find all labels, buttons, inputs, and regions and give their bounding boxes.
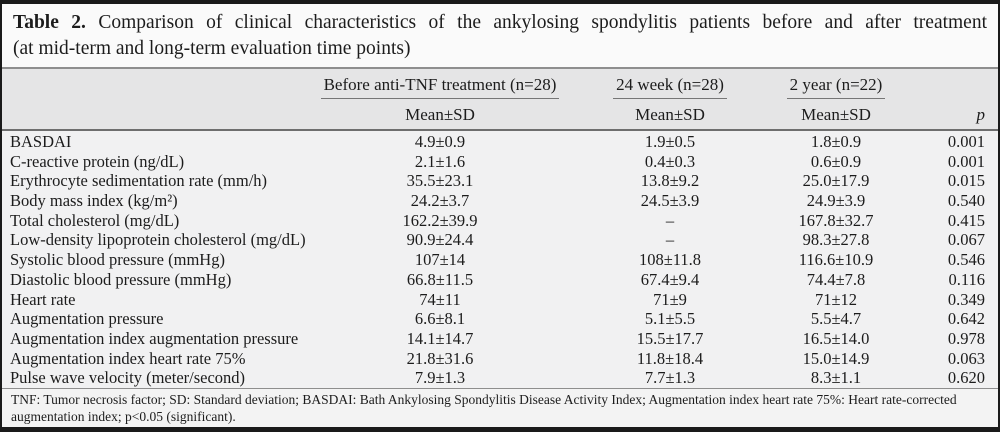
table-row: Pulse wave velocity (meter/second) 7.9±1… bbox=[2, 368, 998, 388]
column-header-before-treatment: Before anti-TNF treatment (n=28) bbox=[320, 75, 560, 99]
table-header: Before anti-TNF treatment (n=28) 24 week… bbox=[2, 69, 998, 129]
cell-2-year: 71±12 bbox=[814, 289, 858, 309]
cell-2-year: 74.4±7.8 bbox=[806, 269, 866, 289]
table-row: C-reactive protein (ng/dL) 2.1±1.6 0.4±0… bbox=[2, 152, 998, 172]
cell-p-value: 0.415 bbox=[947, 210, 985, 230]
table-row: BASDAI 4.9±0.9 1.9±0.5 1.8±0.9 0.001 bbox=[2, 132, 998, 152]
subheader-mean-sd-before: Mean±SD bbox=[405, 105, 475, 124]
cell-2-year: 5.5±4.7 bbox=[810, 309, 862, 329]
cell-24-week: 71±9 bbox=[653, 289, 687, 309]
footnote: TNF: Tumor necrosis factor; SD: Standard… bbox=[2, 389, 998, 427]
cell-24-week: 67.4±9.4 bbox=[640, 269, 700, 289]
row-label: Total cholesterol (mg/dL) bbox=[10, 210, 180, 230]
cell-before-treatment: 6.6±8.1 bbox=[414, 309, 466, 329]
table-body: BASDAI 4.9±0.9 1.9±0.5 1.8±0.9 0.001 C-r… bbox=[2, 131, 998, 388]
row-label: C-reactive protein (ng/dL) bbox=[10, 151, 185, 171]
cell-before-treatment: 162.2±39.9 bbox=[402, 210, 478, 230]
cell-24-week: 15.5±17.7 bbox=[636, 328, 704, 348]
cell-p-value: 0.620 bbox=[947, 368, 985, 388]
cell-before-treatment: 90.9±24.4 bbox=[406, 230, 474, 250]
cell-before-treatment: 2.1±1.6 bbox=[414, 151, 466, 171]
cell-before-treatment: 35.5±23.1 bbox=[406, 171, 474, 191]
row-label: Erythrocyte sedimentation rate (mm/h) bbox=[10, 171, 268, 191]
cell-2-year: 16.5±14.0 bbox=[802, 328, 870, 348]
caption-line-1: Table 2. Comparison of clinical characte… bbox=[13, 10, 987, 36]
table-row: Low-density lipoprotein cholesterol (mg/… bbox=[2, 230, 998, 250]
cell-24-week: 13.8±9.2 bbox=[640, 171, 700, 191]
cell-2-year: 25.0±17.9 bbox=[802, 171, 870, 191]
row-label: Body mass index (kg/m²) bbox=[10, 191, 178, 211]
cell-24-week: 5.1±5.5 bbox=[644, 309, 696, 329]
row-label: Augmentation index heart rate 75% bbox=[10, 348, 246, 368]
row-label: Pulse wave velocity (meter/second) bbox=[10, 368, 246, 388]
cell-p-value: 0.001 bbox=[947, 151, 985, 171]
cell-p-value: 0.015 bbox=[947, 171, 985, 191]
table-row: Augmentation pressure 6.6±8.1 5.1±5.5 5.… bbox=[2, 309, 998, 329]
cell-before-treatment: 66.8±11.5 bbox=[406, 269, 474, 289]
row-label: Systolic blood pressure (mmHg) bbox=[10, 250, 225, 270]
cell-2-year: 15.0±14.9 bbox=[802, 348, 870, 368]
cell-p-value: 0.001 bbox=[947, 132, 985, 151]
cell-2-year: 98.3±27.8 bbox=[802, 230, 870, 250]
cell-24-week: 1.9±0.5 bbox=[644, 132, 696, 151]
cell-before-treatment: 7.9±1.3 bbox=[414, 368, 466, 388]
row-label: Augmentation index augmentation pressure bbox=[10, 328, 299, 348]
subheader-mean-sd-24week: Mean±SD bbox=[635, 105, 705, 124]
table-row: Systolic blood pressure (mmHg) 107±14 10… bbox=[2, 250, 998, 270]
cell-2-year: 0.6±0.9 bbox=[810, 151, 862, 171]
cell-before-treatment: 14.1±14.7 bbox=[406, 328, 474, 348]
divider-above-footnote bbox=[2, 388, 998, 389]
column-header-24-week: 24 week (n=28) bbox=[613, 75, 727, 99]
cell-p-value: 0.978 bbox=[947, 328, 985, 348]
table-caption: Table 2. Comparison of clinical characte… bbox=[2, 4, 998, 67]
divider-below-caption bbox=[2, 67, 998, 69]
cell-2-year: 116.6±10.9 bbox=[798, 250, 874, 270]
table-row: Augmentation index heart rate 75% 21.8±3… bbox=[2, 349, 998, 369]
cell-2-year: 8.3±1.1 bbox=[810, 368, 862, 388]
cell-24-week: 7.7±1.3 bbox=[644, 368, 696, 388]
cell-24-week: 108±11.8 bbox=[638, 250, 702, 270]
divider-below-header bbox=[2, 129, 998, 131]
cell-2-year: 1.8±0.9 bbox=[810, 132, 862, 151]
cell-2-year: 167.8±32.7 bbox=[798, 210, 874, 230]
cell-p-value: 0.546 bbox=[947, 250, 985, 270]
cell-before-treatment: 21.8±31.6 bbox=[406, 348, 474, 368]
cell-24-week: – bbox=[665, 230, 675, 250]
cell-24-week: 11.8±18.4 bbox=[636, 348, 704, 368]
caption-text: Comparison of clinical characteristics o… bbox=[98, 12, 988, 33]
subheader-mean-sd-2year: Mean±SD bbox=[801, 105, 871, 124]
row-label: BASDAI bbox=[10, 132, 72, 151]
cell-24-week: 0.4±0.3 bbox=[644, 151, 696, 171]
cell-24-week: – bbox=[665, 210, 675, 230]
table-row: Heart rate 74±11 71±9 71±12 0.349 bbox=[2, 290, 998, 310]
cell-before-treatment: 24.2±3.7 bbox=[410, 191, 470, 211]
header-group-row: Before anti-TNF treatment (n=28) 24 week… bbox=[2, 69, 998, 101]
row-label: Augmentation pressure bbox=[10, 309, 164, 329]
row-label: Low-density lipoprotein cholesterol (mg/… bbox=[10, 230, 306, 250]
table-row: Diastolic blood pressure (mmHg) 66.8±11.… bbox=[2, 270, 998, 290]
cell-before-treatment: 4.9±0.9 bbox=[414, 132, 466, 151]
cell-p-value: 0.116 bbox=[948, 269, 985, 289]
row-label: Diastolic blood pressure (mmHg) bbox=[10, 269, 232, 289]
cell-2-year: 24.9±3.9 bbox=[806, 191, 866, 211]
table-row: Body mass index (kg/m²) 24.2±3.7 24.5±3.… bbox=[2, 191, 998, 211]
cell-p-value: 0.540 bbox=[947, 191, 985, 211]
cell-p-value: 0.642 bbox=[947, 309, 985, 329]
column-header-p-value: p bbox=[976, 105, 986, 124]
cell-24-week: 24.5±3.9 bbox=[640, 191, 700, 211]
table-row: Erythrocyte sedimentation rate (mm/h) 35… bbox=[2, 171, 998, 191]
cell-p-value: 0.349 bbox=[947, 289, 985, 309]
row-label: Heart rate bbox=[10, 289, 76, 309]
caption-line-2: (at mid-term and long-term evaluation ti… bbox=[13, 38, 411, 59]
cell-p-value: 0.063 bbox=[947, 348, 985, 368]
table-row: Total cholesterol (mg/dL) 162.2±39.9 – 1… bbox=[2, 211, 998, 231]
table-row: Augmentation index augmentation pressure… bbox=[2, 329, 998, 349]
header-subrow: Mean±SD Mean±SD Mean±SD p bbox=[2, 101, 998, 129]
table-number: Table 2. bbox=[13, 12, 86, 33]
cell-p-value: 0.067 bbox=[947, 230, 985, 250]
column-header-2-year: 2 year (n=22) bbox=[786, 75, 886, 99]
cell-before-treatment: 107±14 bbox=[414, 250, 466, 270]
cell-before-treatment: 74±11 bbox=[419, 289, 461, 309]
